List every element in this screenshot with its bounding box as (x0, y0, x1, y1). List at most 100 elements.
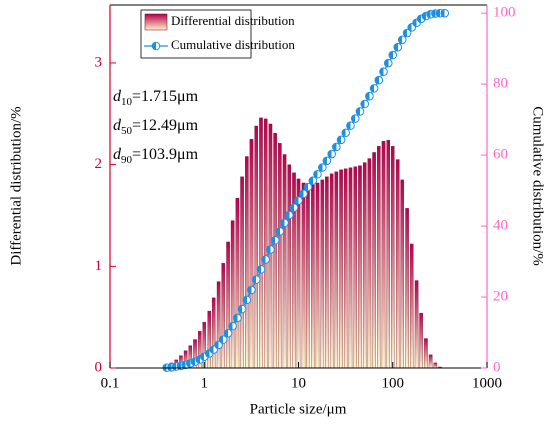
cumulative-marker (280, 218, 289, 228)
bar (329, 173, 334, 369)
cumulative-marker (294, 196, 303, 205)
y2-tick-label: 100 (493, 5, 516, 21)
cumulative-marker (393, 42, 403, 52)
cumulative-marker (223, 328, 233, 338)
y2-tick-label: 40 (493, 218, 508, 234)
bar (396, 159, 400, 369)
cumulative-marker (299, 189, 308, 199)
annotation-symbol: d (113, 117, 122, 134)
cumulative-marker (214, 340, 223, 350)
cumulative-marker (242, 295, 252, 305)
bar (334, 171, 339, 369)
cumulative-marker (270, 235, 280, 245)
annotation-text: =1.715μm (132, 88, 199, 105)
y2-tick-label: 60 (493, 147, 508, 163)
cumulative-marker (318, 163, 327, 172)
bar (343, 168, 348, 369)
y2-tick-label: 80 (493, 76, 508, 92)
bar (362, 162, 367, 369)
annotation-sub: 50 (121, 125, 133, 137)
annotation-text: =12.49μm (132, 117, 199, 134)
bar (245, 156, 249, 369)
y-axis-label: Differential distribution/% (8, 106, 24, 265)
bar (216, 281, 221, 369)
bar (301, 182, 306, 369)
y-tick-label: 0 (95, 359, 103, 375)
cumulative-marker (256, 265, 266, 274)
bar (306, 184, 310, 369)
cumulative-marker (327, 149, 336, 159)
bar (419, 312, 423, 369)
x-tick-label: 1000 (472, 375, 502, 391)
cumulative-marker (374, 75, 384, 85)
bar (400, 179, 404, 369)
y2-axis-label: Cumulative distribution/% (530, 106, 546, 266)
legend-swatch (144, 13, 168, 31)
bar (287, 164, 292, 369)
cumulative-marker (308, 176, 318, 185)
bar (221, 263, 225, 369)
bar (254, 125, 258, 369)
cumulative-marker (218, 335, 228, 344)
cumulative-marker (261, 255, 271, 264)
cumulative-marker (336, 135, 346, 145)
cumulative-marker (266, 245, 275, 254)
cumulative-marker (237, 304, 247, 314)
bar (433, 362, 438, 369)
cumulative-marker (360, 99, 370, 109)
cumulative-marker (303, 182, 313, 192)
bar (282, 154, 287, 369)
bar (372, 152, 376, 369)
cumulative-marker (289, 203, 299, 212)
bar (240, 176, 244, 369)
cumulative-marker (379, 67, 388, 77)
bar (263, 118, 268, 369)
bar (377, 146, 381, 369)
legend-label: Cumulative distribution (171, 37, 295, 52)
bar (424, 338, 428, 369)
bar (386, 140, 391, 369)
bar (207, 310, 212, 369)
bar (315, 182, 320, 369)
bar (381, 141, 386, 369)
x-tick-label: 10 (291, 375, 306, 391)
legend-label: Differential distribution (171, 13, 295, 28)
x-tick-label: 100 (382, 375, 405, 391)
cumulative-marker (440, 8, 450, 18)
bar (278, 143, 282, 369)
bar (390, 146, 395, 369)
cumulative-marker (341, 128, 351, 138)
bar (320, 179, 325, 369)
bar (358, 165, 362, 369)
cumulative-marker (346, 121, 355, 130)
bar (348, 167, 353, 369)
bar (409, 243, 414, 369)
bar (211, 297, 216, 369)
cumulative-marker (313, 169, 322, 179)
bar (230, 220, 235, 369)
y2-tick-label: 0 (493, 359, 501, 375)
bar (414, 280, 419, 369)
annotation: d50=12.49μm (113, 117, 199, 137)
cumulative-marker (233, 313, 242, 323)
cumulative-marker (365, 91, 374, 101)
bar (405, 208, 409, 369)
x-axis-label: Particle size/μm (250, 401, 347, 417)
bar (325, 176, 329, 369)
cumulative-marker (251, 275, 261, 284)
y-tick-label: 2 (95, 156, 103, 172)
annotation-sub: 10 (121, 96, 133, 108)
cumulative-marker (228, 321, 237, 331)
annotation: d90=103.9μm (113, 146, 199, 166)
annotation-symbol: d (113, 146, 122, 163)
x-tick-label: 0.1 (101, 375, 120, 391)
cumulative-marker (388, 50, 398, 60)
cumulative-marker (275, 227, 285, 236)
cumulative-marker (397, 35, 407, 45)
cumulative-marker (322, 156, 332, 166)
cumulative-marker (369, 84, 379, 93)
cumulative-marker (284, 210, 294, 220)
cumulative-marker (402, 28, 412, 38)
bar (339, 169, 343, 369)
